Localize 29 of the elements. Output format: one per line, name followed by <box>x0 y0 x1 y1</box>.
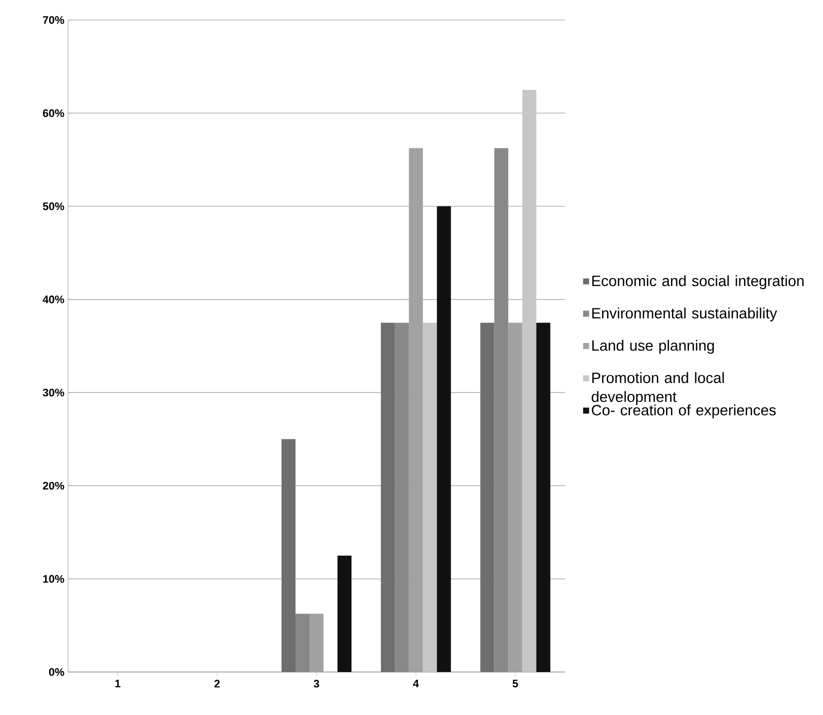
bar <box>408 148 423 672</box>
x-tick-label: 2 <box>214 680 220 688</box>
y-tick-label: 50% <box>42 202 64 210</box>
bar <box>480 322 494 672</box>
y-tick-label: 70% <box>43 16 64 24</box>
y-tick-label: 30% <box>42 388 64 396</box>
y-tick-label: 60% <box>42 109 64 118</box>
bar <box>338 556 352 672</box>
bar <box>508 322 522 672</box>
legend-label: Co- creation of experiences <box>592 404 776 418</box>
x-tick-label: 1 <box>115 680 120 688</box>
x-tick-label: 5 <box>512 680 518 688</box>
bar <box>522 90 536 672</box>
x-tick-label: 3 <box>314 680 320 688</box>
bar <box>282 439 296 672</box>
y-tick-label: 0% <box>49 668 64 676</box>
y-tick-label: 20% <box>42 482 64 490</box>
bar <box>536 322 550 672</box>
bar <box>380 322 395 672</box>
x-tick-label: 4 <box>413 680 419 688</box>
legend-label: Promotion and local development <box>592 372 724 405</box>
legend-label: Land use planning <box>592 340 714 354</box>
bar <box>310 614 324 672</box>
legend-label: Environmental sustainability <box>592 308 778 322</box>
bar <box>422 322 437 672</box>
y-tick-label: 40% <box>42 296 64 304</box>
legend-label: Economic and social integration <box>592 275 804 290</box>
y-tick-label: 10% <box>43 574 64 583</box>
bar <box>436 206 451 672</box>
